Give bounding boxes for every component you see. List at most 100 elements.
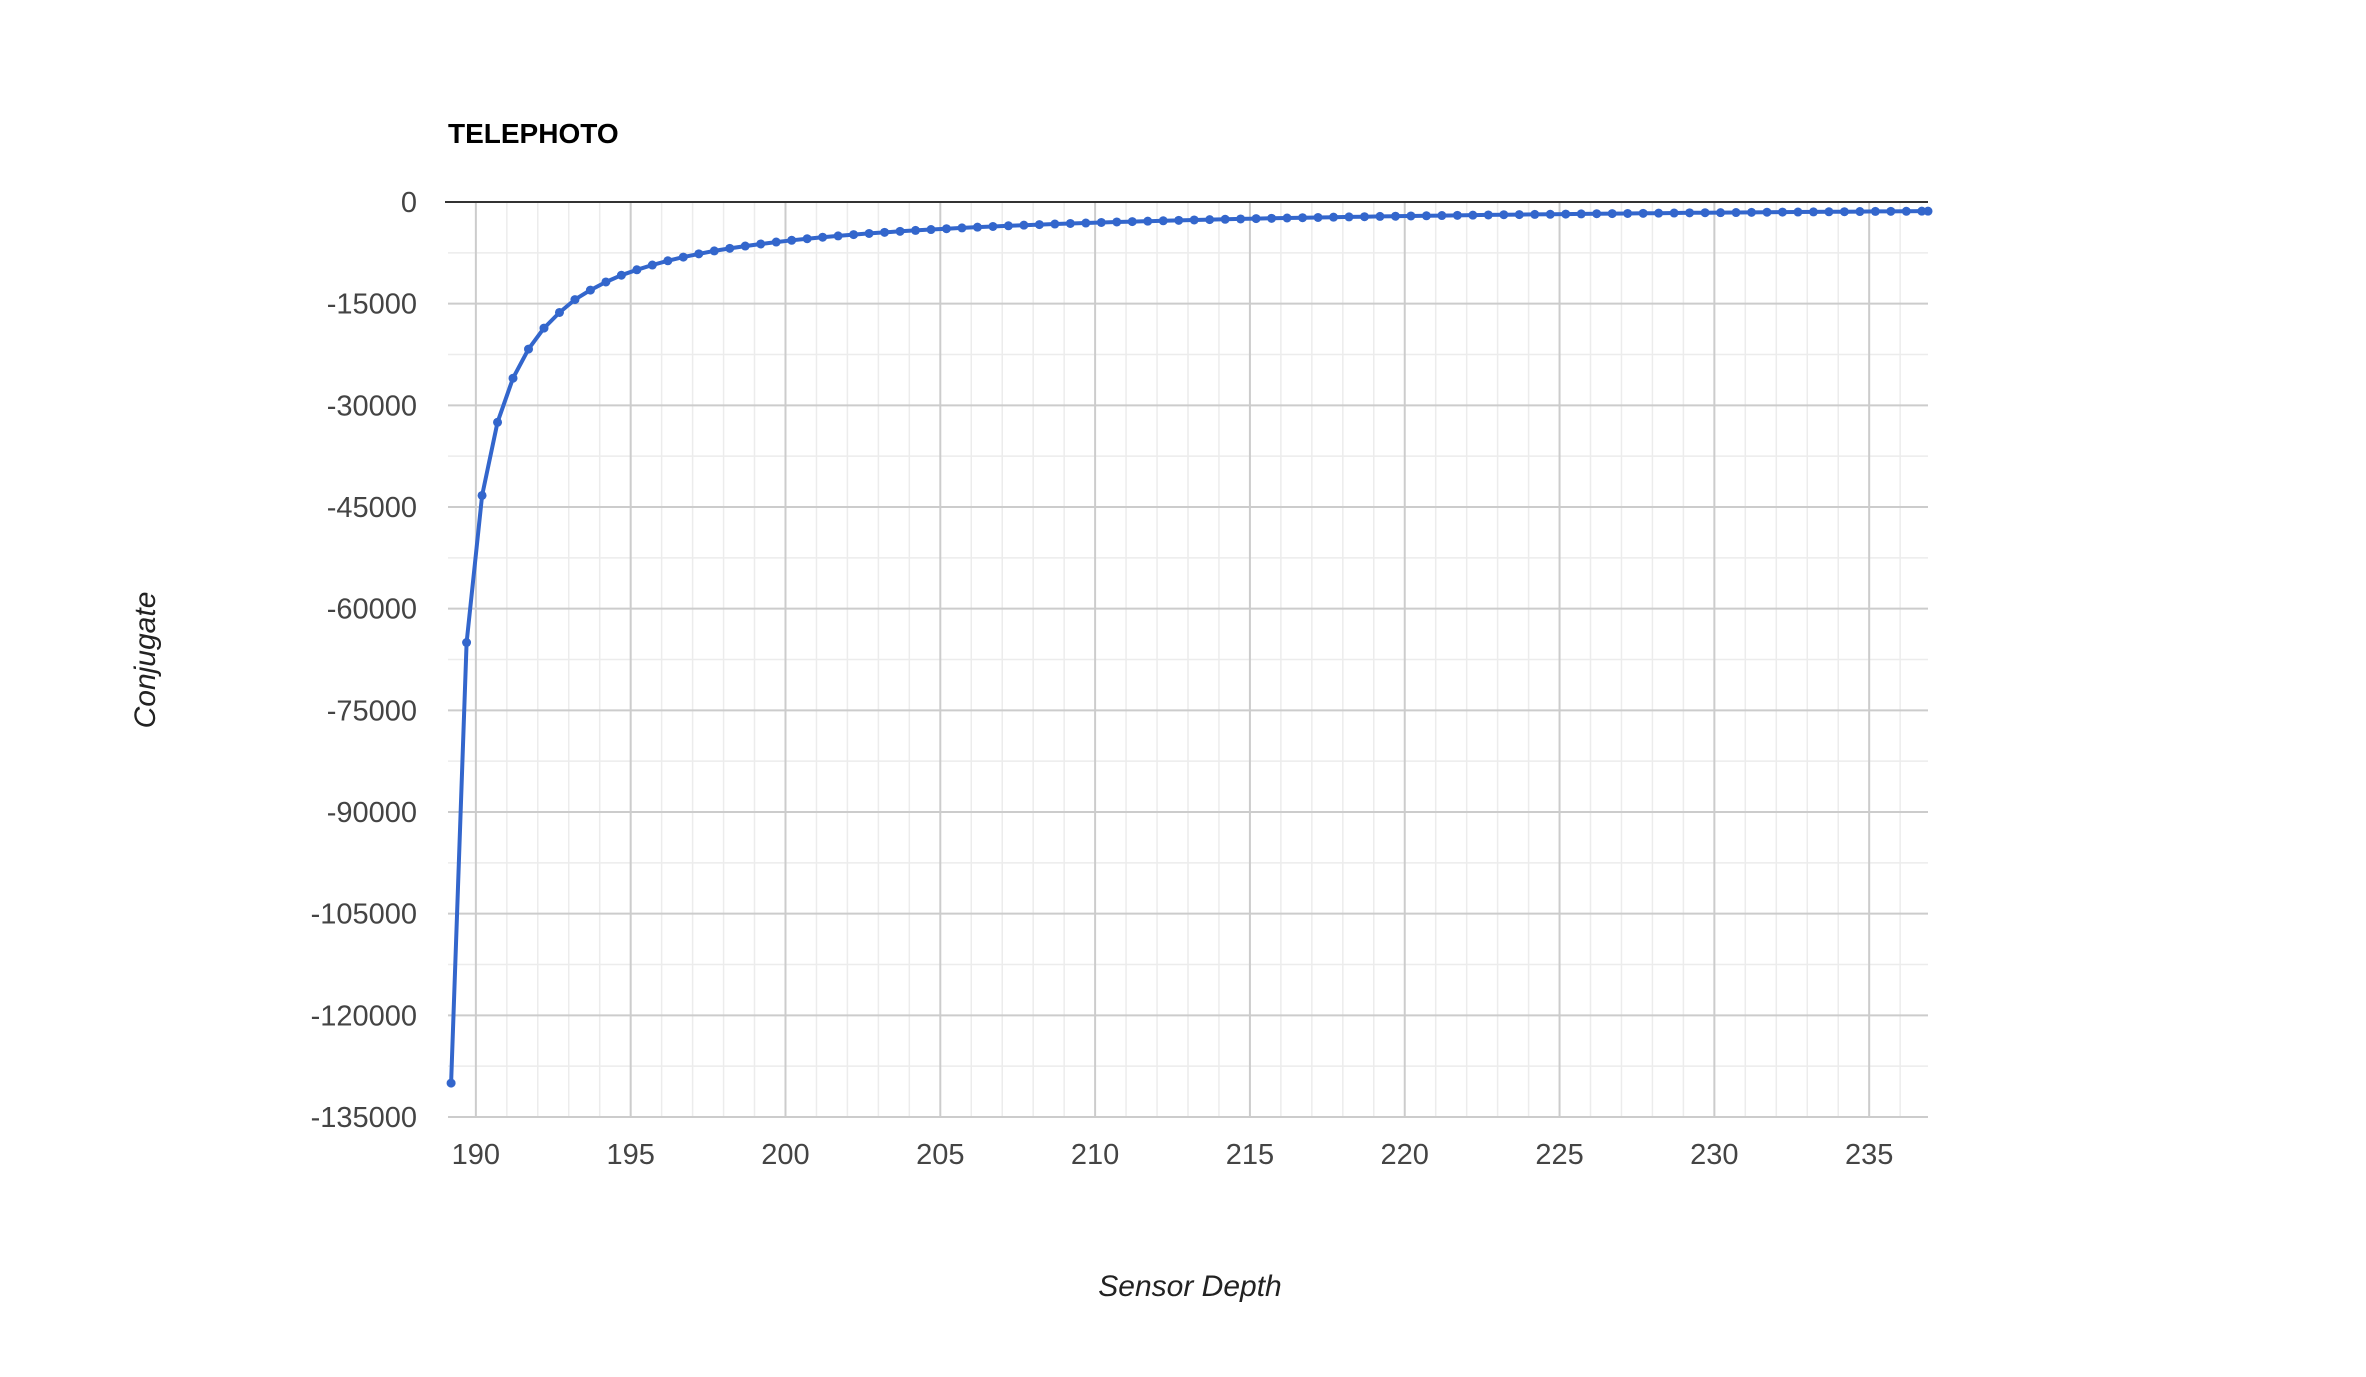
data-point xyxy=(570,295,580,305)
data-point xyxy=(1375,211,1385,221)
data-point xyxy=(1592,209,1602,219)
data-point xyxy=(926,225,936,235)
data-point xyxy=(1793,207,1803,217)
minor-gridlines xyxy=(448,202,1928,1117)
data-point xyxy=(1716,208,1726,218)
data-point xyxy=(1777,207,1787,217)
x-tick-label: 190 xyxy=(452,1139,500,1171)
y-tick-label: -90000 xyxy=(327,797,417,829)
data-point xyxy=(1731,208,1741,218)
data-point xyxy=(1607,209,1617,219)
x-tick-label: 235 xyxy=(1845,1139,1893,1171)
data-point xyxy=(1886,206,1896,216)
y-tick-label: -45000 xyxy=(327,492,417,524)
data-point xyxy=(1127,217,1137,227)
data-point xyxy=(446,1078,456,1088)
data-point xyxy=(1514,210,1524,220)
data-point xyxy=(1081,218,1091,228)
data-point xyxy=(493,417,503,427)
data-point xyxy=(1298,213,1308,223)
data-point xyxy=(802,234,812,244)
y-tick-label: -120000 xyxy=(311,1000,417,1032)
data-point xyxy=(1839,207,1849,217)
x-tick-label: 225 xyxy=(1535,1139,1583,1171)
data-point xyxy=(725,243,735,253)
data-point xyxy=(709,246,719,256)
x-axis-tick-labels: 190 195 200 205 210 215 220 225 230 235 xyxy=(452,1139,1894,1171)
x-tick-label: 220 xyxy=(1381,1139,1429,1171)
data-point xyxy=(1483,210,1493,220)
data-point xyxy=(740,241,750,251)
data-point xyxy=(1561,209,1571,219)
data-point xyxy=(554,307,564,317)
data-point xyxy=(585,285,595,295)
data-point xyxy=(1623,208,1633,218)
data-point xyxy=(1700,208,1710,218)
data-point xyxy=(911,225,921,235)
series-line-group xyxy=(449,209,1930,1086)
data-point xyxy=(632,265,642,275)
data-point xyxy=(1923,206,1933,216)
x-tick-label: 230 xyxy=(1690,1139,1738,1171)
x-axis-title: Sensor Depth xyxy=(1098,1270,1281,1303)
data-point xyxy=(756,239,766,249)
data-point xyxy=(1421,211,1431,221)
data-point xyxy=(895,226,905,236)
major-gridlines xyxy=(445,201,1928,1118)
data-point xyxy=(1685,208,1695,218)
data-point xyxy=(647,260,657,270)
data-point xyxy=(1019,220,1029,230)
x-tick-label: 205 xyxy=(916,1139,964,1171)
data-point xyxy=(462,638,472,648)
x-tick-label: 195 xyxy=(606,1139,654,1171)
data-point xyxy=(1251,214,1261,224)
data-point xyxy=(1174,215,1184,225)
data-point xyxy=(833,231,843,241)
data-point xyxy=(771,237,781,247)
data-point xyxy=(1112,217,1122,227)
data-point xyxy=(1143,216,1153,226)
data-point xyxy=(1669,208,1679,218)
data-point xyxy=(1003,221,1013,231)
data-point xyxy=(941,224,951,234)
data-point xyxy=(1747,207,1757,217)
data-point xyxy=(1050,219,1060,229)
data-point xyxy=(1530,209,1540,219)
series-points-group xyxy=(446,206,1933,1088)
x-tick-label: 210 xyxy=(1071,1139,1119,1171)
data-point xyxy=(1654,208,1664,218)
data-point xyxy=(1220,214,1230,224)
data-point xyxy=(1576,209,1586,219)
data-point xyxy=(1545,209,1555,219)
data-point xyxy=(601,277,611,287)
data-point xyxy=(1065,218,1075,228)
data-point xyxy=(1638,208,1648,218)
data-point xyxy=(1390,211,1400,221)
data-point xyxy=(1034,220,1044,230)
data-point xyxy=(957,223,967,233)
y-tick-label: -15000 xyxy=(327,289,417,321)
data-point xyxy=(1282,213,1292,223)
data-point xyxy=(988,221,998,231)
x-tick-label: 200 xyxy=(761,1139,809,1171)
chart-title: TELEPHOTO xyxy=(448,118,619,149)
y-tick-label: -105000 xyxy=(311,899,417,931)
data-point xyxy=(818,232,828,242)
data-point xyxy=(694,249,704,259)
data-point xyxy=(508,373,518,383)
data-point xyxy=(787,235,797,245)
data-point xyxy=(1452,210,1462,220)
data-point xyxy=(477,490,487,500)
data-point xyxy=(1329,212,1339,222)
data-point xyxy=(1824,207,1834,217)
data-point xyxy=(1236,214,1246,224)
data-point xyxy=(1917,206,1927,216)
data-point xyxy=(1189,215,1199,225)
data-point xyxy=(1359,212,1369,222)
y-tick-label: -60000 xyxy=(327,594,417,626)
data-point xyxy=(1313,212,1323,222)
data-point xyxy=(1096,217,1106,227)
y-axis-title: Conjugate xyxy=(129,592,162,729)
